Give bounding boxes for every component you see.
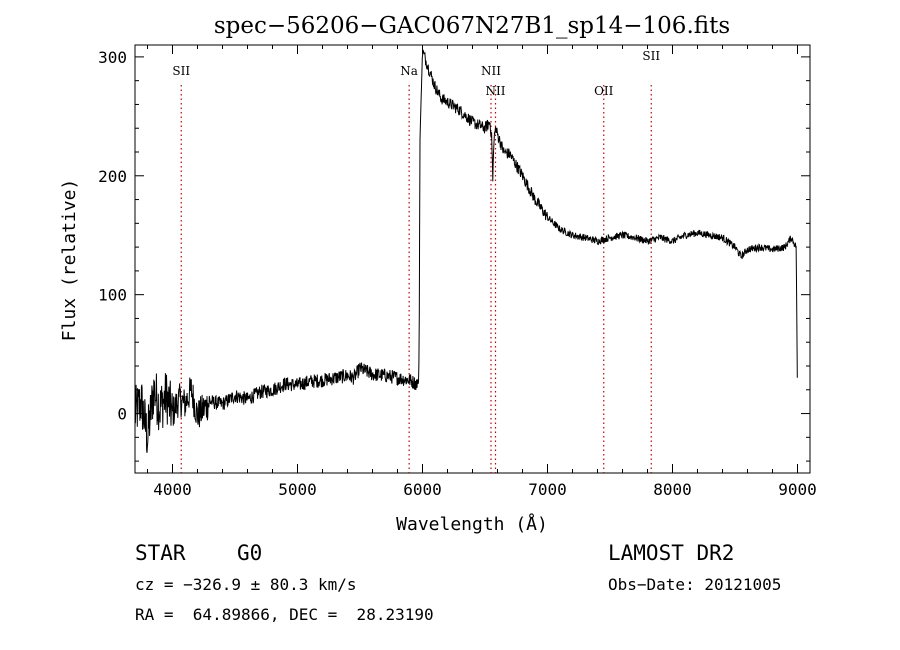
plot-frame — [134, 44, 811, 474]
x-tick-label: 9000 — [778, 480, 817, 499]
x-tick-label: 8000 — [653, 480, 692, 499]
survey-name: LAMOST DR2 — [608, 541, 735, 565]
y-tick-label: 100 — [98, 286, 127, 305]
line-marker-label: SII — [172, 64, 190, 78]
line-marker-label: NII — [486, 84, 506, 98]
object-class: STAR — [135, 541, 186, 565]
line-marker-label: OII — [594, 84, 614, 98]
axis-ticks: 4000 5000 6000 7000 8000 9000 0 100 200 300 — [98, 45, 817, 499]
line-marker-label: NII — [481, 64, 501, 78]
line-marker-label: Na — [400, 64, 418, 78]
x-tick-label: 6000 — [403, 480, 442, 499]
x-tick-label: 4000 — [153, 480, 192, 499]
redshift-cz: cz = −326.9 ± 80.3 km/s — [135, 575, 357, 594]
chart-title: spec−56206−GAC067N27B1_sp14−106.fits — [214, 13, 730, 39]
line-markers: SII Na NII NII OII SII — [172, 49, 660, 473]
observation-date: Obs−Date: 20121005 — [608, 575, 782, 594]
object-subclass: G0 — [237, 541, 263, 565]
spectrum-line — [134, 49, 798, 453]
y-tick-label: 0 — [117, 405, 127, 424]
y-tick-label: 300 — [98, 48, 127, 67]
x-tick-label: 5000 — [278, 480, 317, 499]
y-tick-label: 200 — [98, 167, 127, 186]
coordinates: RA = 64.89866, DEC = 28.23190 — [135, 605, 434, 624]
line-marker-label: SII — [642, 49, 660, 63]
x-axis-label: Wavelength (Å) — [396, 513, 548, 535]
spectrum-series — [134, 49, 798, 453]
y-axis-label: Flux (relative) — [59, 179, 80, 342]
x-tick-label: 7000 — [528, 480, 567, 499]
